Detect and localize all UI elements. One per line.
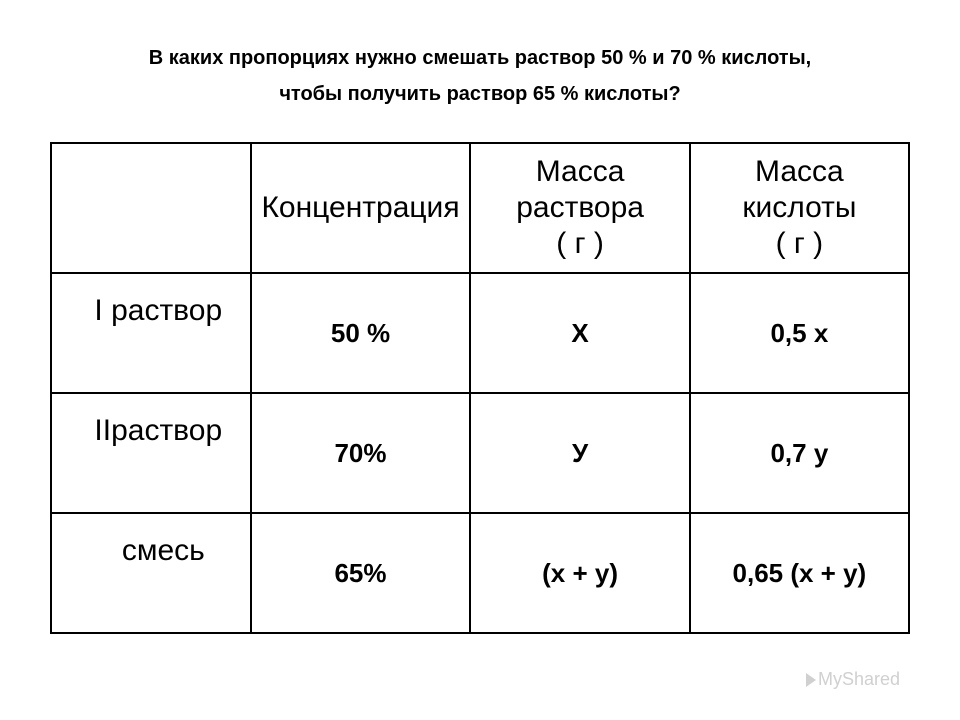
cell-mass-acid-2: 0,7 у bbox=[690, 393, 909, 513]
play-icon bbox=[806, 673, 816, 687]
header-mass-acid: Массакислоты( г ) bbox=[690, 143, 909, 273]
header-concentration: Концентрация bbox=[251, 143, 471, 273]
cell-mass-sol-2: У bbox=[470, 393, 689, 513]
cell-mass-sol-1: Х bbox=[470, 273, 689, 393]
header-mass-solution-text: Массараствора( г ) bbox=[516, 155, 644, 260]
title-line-1: В каких пропорциях нужно смешать раствор… bbox=[149, 47, 811, 69]
table-header-row: Концентрация Массараствора( г ) Массакис… bbox=[51, 143, 909, 273]
cell-mass-acid-1: 0,5 х bbox=[690, 273, 909, 393]
title-line-2: чтобы получить раствор 65 % кислоты? bbox=[279, 83, 680, 105]
concentration-table: Концентрация Массараствора( г ) Массакис… bbox=[50, 142, 910, 634]
row-label-2: IIраствор bbox=[51, 393, 251, 513]
cell-mass-sol-3: (х + у) bbox=[470, 513, 689, 633]
header-empty bbox=[51, 143, 251, 273]
table-row: смесь 65% (х + у) 0,65 (х + у) bbox=[51, 513, 909, 633]
cell-conc-3: 65% bbox=[251, 513, 471, 633]
row-label-3: смесь bbox=[51, 513, 251, 633]
table-row: IIраствор 70% У 0,7 у bbox=[51, 393, 909, 513]
cell-conc-1: 50 % bbox=[251, 273, 471, 393]
watermark: MyShared bbox=[806, 669, 900, 690]
row-label-1: I раствор bbox=[51, 273, 251, 393]
slide-title: В каких пропорциях нужно смешать раствор… bbox=[50, 40, 910, 112]
table-row: I раствор 50 % Х 0,5 х bbox=[51, 273, 909, 393]
cell-conc-2: 70% bbox=[251, 393, 471, 513]
cell-mass-acid-3: 0,65 (х + у) bbox=[690, 513, 909, 633]
watermark-text: MyShared bbox=[818, 669, 900, 689]
header-mass-solution: Массараствора( г ) bbox=[470, 143, 689, 273]
header-mass-acid-text: Массакислоты( г ) bbox=[742, 155, 856, 260]
